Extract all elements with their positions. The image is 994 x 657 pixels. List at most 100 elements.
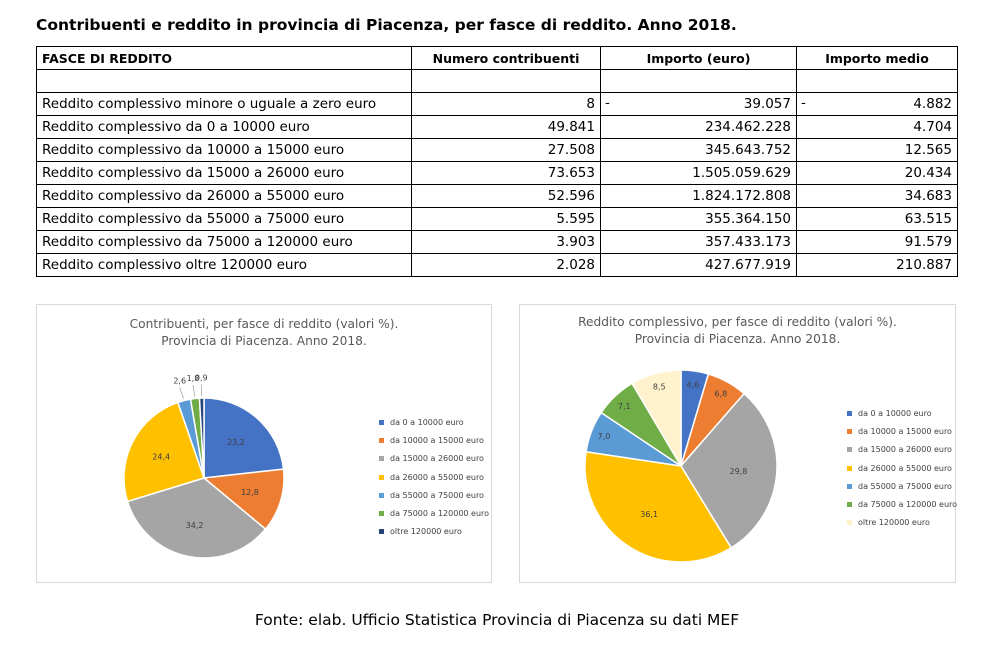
cell-importo: - 39.057 [600, 92, 797, 116]
pie-data-label: 6,8 [714, 390, 727, 399]
cell-medio-value: 91.579 [904, 234, 952, 250]
cell-medio: 4.704 [796, 115, 958, 139]
cell-medio: 20.434 [796, 161, 958, 185]
cell-importo: 234.462.228 [600, 115, 797, 139]
legend-swatch [847, 520, 852, 526]
cell-importo: 1.824.172.808 [600, 184, 797, 208]
pie-slice [203, 397, 285, 479]
pie-chart-reddito-svg: 4,6 6,8 29,8 36,1 7,0 7,1 8,5 [584, 369, 778, 563]
cell-fascia: Reddito complessivo da 10000 a 15000 eur… [36, 138, 412, 162]
table-row: Reddito complessivo da 26000 a 55000 eur… [36, 184, 958, 208]
legend-swatch [847, 502, 852, 508]
legend-label: da 15000 a 26000 euro [390, 454, 484, 464]
legend-item: da 10000 a 15000 euro [847, 422, 957, 440]
pie-slice [680, 392, 778, 549]
pie-chart-contribuenti-svg: 23,2 12,8 34,2 24,4 2,6 1,80,9 [123, 373, 285, 559]
cell-importo-value: 1.505.059.629 [692, 165, 791, 181]
pie-data-label: 2,6 [173, 376, 186, 385]
pie-data-label: 36,1 [640, 510, 658, 519]
cell-fascia-value: Reddito complessivo da 10000 a 15000 eur… [42, 142, 345, 158]
cell-fascia-value: Reddito complessivo da 0 a 10000 euro [42, 119, 310, 135]
cell-numero-value: 73.653 [547, 165, 595, 181]
cell-medio: - 4.882 [796, 92, 958, 116]
legend-item: da 15000 a 26000 euro [847, 441, 957, 459]
page-title: Contribuenti e reddito in provincia di P… [36, 16, 737, 34]
cell-numero: 2.028 [411, 253, 601, 277]
cell-importo: 427.677.919 [600, 253, 797, 277]
legend-item: oltre 120000 euro [847, 514, 957, 532]
legend-swatch [379, 492, 384, 498]
table-row: Reddito complessivo da 55000 a 75000 eur… [36, 207, 958, 231]
pie-data-label: 4,6 [687, 380, 700, 389]
pie-slice [631, 369, 682, 469]
legend-item: da 75000 a 120000 euro [379, 504, 489, 522]
cell-medio-value: 4.704 [913, 119, 952, 135]
legend-swatch [379, 437, 384, 443]
cell-medio-value: 12.565 [904, 142, 952, 158]
chart-title-contribuenti: Contribuenti, per fasce di reddito (valo… [37, 316, 491, 350]
cell-importo-value: 427.677.919 [705, 257, 791, 273]
legend-label: da 55000 a 75000 euro [858, 481, 952, 491]
legend-label: da 15000 a 26000 euro [858, 445, 952, 455]
cell-numero: 8 [411, 92, 601, 116]
table-row: Reddito complessivo minore o uguale a ze… [36, 92, 958, 116]
cell-medio-value: 4.882 [913, 96, 952, 112]
cell-fascia-value: Reddito complessivo da 15000 a 26000 eur… [42, 165, 345, 181]
legend-label: oltre 120000 euro [858, 518, 930, 528]
cell-numero: 3.903 [411, 230, 601, 254]
cell-importo: 355.364.150 [600, 207, 797, 231]
legend-item: oltre 120000 euro [379, 523, 489, 541]
legend-swatch [847, 483, 852, 489]
cell-numero-value: 27.508 [547, 142, 595, 158]
legend-item: da 15000 a 26000 euro [379, 450, 489, 468]
cell-importo-value: 357.433.173 [705, 234, 791, 250]
cell-fascia-value: Reddito complessivo da 75000 a 120000 eu… [42, 234, 353, 250]
legend-swatch [847, 465, 852, 471]
legend-swatch [379, 474, 384, 480]
legend-label: da 0 a 10000 euro [390, 417, 464, 427]
cell-numero: 5.595 [411, 207, 601, 231]
legend-label: da 26000 a 55000 euro [390, 472, 484, 482]
pie-data-label: 12,8 [241, 488, 259, 497]
cell-fascia: Reddito complessivo oltre 120000 euro [36, 253, 412, 277]
cell-numero: 27.508 [411, 138, 601, 162]
legend-swatch [847, 447, 852, 453]
cell-numero-value: 5.595 [556, 211, 595, 227]
pie-slice [126, 477, 267, 559]
cell-numero: 52.596 [411, 184, 601, 208]
cell-numero-value: 52.596 [547, 188, 595, 204]
cell-fascia: Reddito complessivo da 75000 a 120000 eu… [36, 230, 412, 254]
pie-data-label: 24,4 [152, 452, 170, 461]
pie-data-label: 23,2 [227, 438, 245, 447]
col-header-medio: Importo medio [796, 46, 958, 70]
cell-importo-value: 39.057 [743, 96, 791, 112]
legend-label: da 75000 a 120000 euro [390, 509, 490, 519]
legend-item: da 0 a 10000 euro [379, 413, 489, 431]
legend-label: oltre 120000 euro [390, 527, 462, 537]
pie-data-label: 1,8 [187, 374, 200, 383]
legend-label: da 55000 a 75000 euro [390, 490, 484, 500]
legend-swatch [379, 529, 384, 535]
cell-fascia: Reddito complessivo da 26000 a 55000 eur… [36, 184, 412, 208]
cell-medio: 12.565 [796, 138, 958, 162]
table-row: Reddito complessivo da 10000 a 15000 eur… [36, 138, 958, 162]
legend-item: da 10000 a 15000 euro [379, 431, 489, 449]
chart-title-line1: Contribuenti, per fasce di reddito (valo… [129, 317, 399, 331]
legend-swatch [379, 419, 384, 425]
cell-fascia-value: Reddito complessivo minore o uguale a ze… [42, 96, 377, 112]
legend-item: da 26000 a 55000 euro [379, 468, 489, 486]
cell-numero-value: 8 [586, 96, 595, 112]
legend-item: da 26000 a 55000 euro [847, 459, 957, 477]
cell-numero-value: 49.841 [547, 119, 595, 135]
cell-medio: 210.887 [796, 253, 958, 277]
cell-fascia: Reddito complessivo minore o uguale a ze… [36, 92, 412, 116]
cell-importo: 345.643.752 [600, 138, 797, 162]
col-header-importo: Importo (euro) [600, 46, 797, 70]
legend-label: da 10000 a 15000 euro [390, 435, 484, 445]
pie-data-label: 34,2 [186, 521, 204, 530]
pie-slice [202, 468, 285, 531]
pie-data-label: 0,9 [195, 373, 208, 382]
pie-data-label: 7,1 [618, 402, 631, 411]
cell-importo-value: 355.364.150 [705, 211, 791, 227]
chart-contribuenti: 23,2 12,8 34,2 24,4 2,6 1,8 0,9 Contribuenti, … [36, 304, 492, 583]
